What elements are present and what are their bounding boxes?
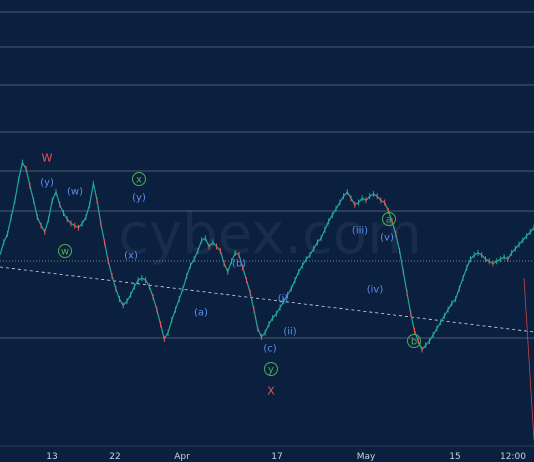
wave-label-5: (y) [132,193,146,204]
wave-label-text-8: (b) [232,259,246,270]
red-vertical-projection [523,277,534,441]
wave-label-text-11: X [267,385,275,398]
wave-label-6: (x) [124,251,138,262]
watermark: cybex.com [118,202,422,267]
wave-label-4: x [132,172,146,186]
wave-label-16: (v) [380,233,394,244]
wave-labels: W (y) (w) w x (y) (x) (a) (b) (c) yX (i) (ii) (iii) (i… [40,152,421,398]
price-line [0,160,534,351]
wave-label-8: (b) [232,259,246,270]
wave-label-7: (a) [194,308,208,319]
wave-label-11: X [267,385,275,398]
wave-label-circle-4 [132,172,146,186]
wave-label-text-1: (y) [40,178,54,189]
wave-label-text-4: x [136,175,142,186]
wave-label-circle-10 [264,362,278,376]
wave-label-12: (i) [278,294,289,305]
wave-label-10: y [264,362,278,376]
x-tick-label-4: May [357,452,376,462]
grid-lines [0,11,534,339]
wave-label-text-7: (a) [194,308,208,319]
wave-label-17: a [382,212,396,226]
x-axis: 13 22 Apr 17 May 15 12:00 [0,445,534,462]
wave-label-0: W [42,152,53,165]
wave-label-text-0: W [42,152,53,165]
x-tick-label-3: 17 [271,452,282,462]
x-tick-label-0: 13 [46,452,57,462]
wave-label-text-10: y [268,365,274,376]
wave-label-9: (c) [263,344,276,355]
wave-label-text-16: (v) [380,233,394,244]
wave-label-text-5: (y) [132,193,146,204]
wave-label-text-12: (i) [278,294,289,305]
x-tick-label-1: 22 [109,452,120,462]
x-tick-label-2: Apr [174,452,190,462]
wave-label-14: (iii) [352,226,368,237]
wave-label-text-6: (x) [124,251,138,262]
x-tick-label-6: 12:00 [500,452,526,462]
wave-label-text-15: (iv) [367,285,384,296]
wave-label-2: (w) [67,187,83,198]
x-tick-label-5: 15 [449,452,460,462]
wave-label-text-17: a [386,215,392,226]
wave-label-text-13: (ii) [283,327,296,338]
wave-label-3: w [58,244,72,258]
wave-label-circle-17 [382,212,396,226]
wave-label-circle-18 [407,334,421,348]
wave-label-1: (y) [40,178,54,189]
wave-label-18: b [407,334,421,348]
wave-label-text-18: b [411,337,417,348]
wave-label-text-3: w [61,247,69,258]
wave-label-text-14: (iii) [352,226,368,237]
price-series [0,159,534,353]
wave-label-text-9: (c) [263,344,276,355]
wave-label-13: (ii) [283,327,296,338]
wave-label-15: (iv) [367,285,384,296]
wave-label-circle-3 [58,244,72,258]
wave-label-text-2: (w) [67,187,83,198]
